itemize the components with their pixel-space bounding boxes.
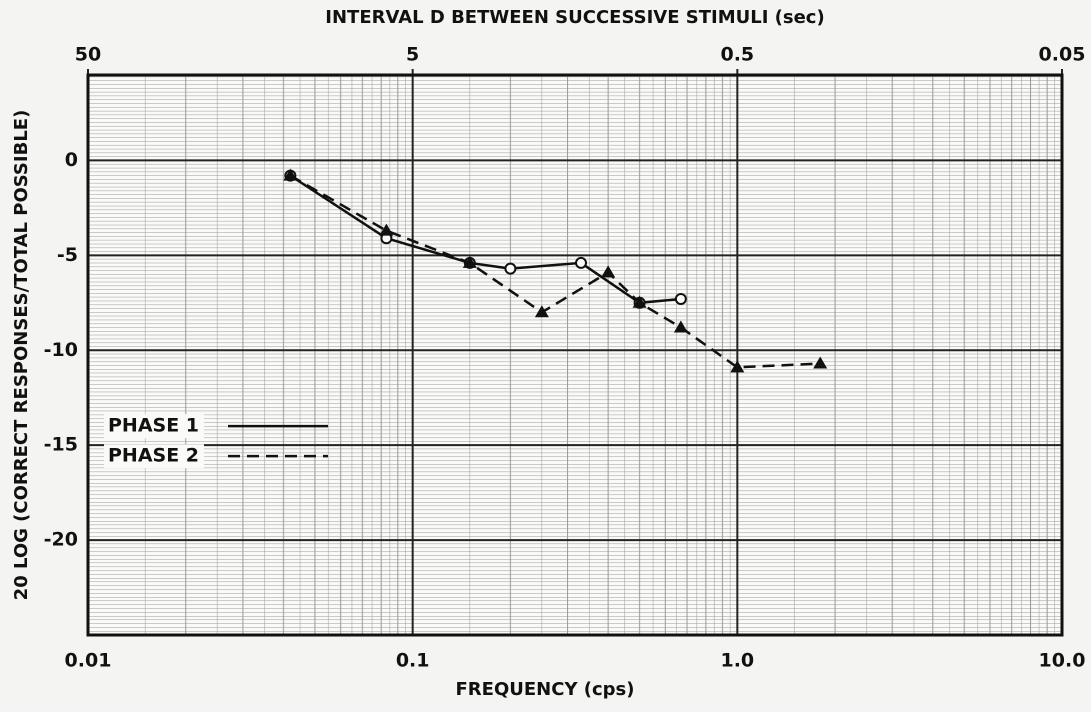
point: [283, 168, 298, 181]
point: [575, 256, 588, 269]
x-axis-label: FREQUENCY (cps): [456, 679, 635, 700]
x2-tick-label: 50: [75, 44, 101, 66]
point: [379, 223, 394, 236]
point: [632, 295, 647, 308]
legend-bg: [104, 444, 204, 469]
top-axis-title: INTERVAL D BETWEEN SUCCESSIVE STIMULI (s…: [325, 7, 824, 28]
point: [504, 262, 517, 275]
y-tick-label: -20: [44, 529, 78, 551]
point: [462, 255, 477, 268]
point: [730, 360, 745, 373]
x2-tick-label: 5: [406, 44, 419, 66]
point: [601, 265, 616, 278]
y-axis-label: 20 LOG (CORRECT RESPONSES/TOTAL POSSIBLE…: [11, 110, 32, 601]
point: [673, 320, 688, 333]
legend-label: PHASE 1: [108, 415, 199, 437]
point: [813, 356, 828, 369]
x2-tick-label: 0.5: [720, 44, 754, 66]
y-tick-label: -10: [44, 339, 78, 361]
x2-tick-label: 0.05: [1039, 44, 1086, 66]
legend-label: PHASE 2: [108, 445, 199, 467]
legend-bg: [104, 414, 204, 439]
x-tick-label: 10.0: [1039, 650, 1086, 672]
y-tick-label: -15: [44, 434, 78, 456]
x-tick-label: 0.1: [396, 650, 430, 672]
minor-grid: [88, 75, 1062, 635]
plot-frame: [86, 73, 1064, 637]
x-tick-label: 1.0: [720, 650, 754, 672]
x-tick-label: 0.01: [65, 650, 112, 672]
point: [534, 305, 549, 318]
y-tick-label: 0: [65, 149, 78, 171]
y-tick-label: -5: [57, 244, 78, 266]
point: [674, 293, 687, 305]
